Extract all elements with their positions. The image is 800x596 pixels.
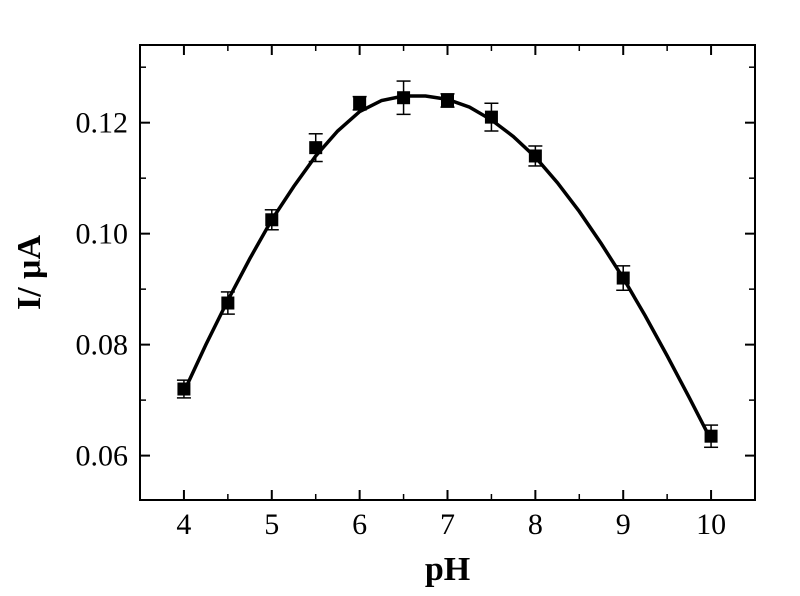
x-tick-label: 7 bbox=[440, 508, 455, 541]
y-axis-label: I/ μA bbox=[11, 235, 48, 310]
fitted-curve bbox=[184, 96, 711, 440]
data-point bbox=[705, 430, 717, 442]
data-point bbox=[310, 142, 322, 154]
x-tick-label: 9 bbox=[616, 508, 631, 541]
x-axis-label: pH bbox=[425, 551, 470, 588]
x-tick-label: 6 bbox=[352, 508, 367, 541]
data-point bbox=[398, 92, 410, 104]
x-tick-label: 5 bbox=[264, 508, 279, 541]
ph-current-chart: 4 5 6 7 8 9 10 0.06 0.08 0.10 0.12 pH I/ μA bbox=[0, 0, 800, 596]
chart-container: 4 5 6 7 8 9 10 0.06 0.08 0.10 0.12 pH I/ μA bbox=[0, 0, 800, 596]
data-point bbox=[617, 272, 629, 284]
plot-frame bbox=[140, 45, 755, 500]
y-tick-label: 0.08 bbox=[76, 329, 129, 362]
data-point bbox=[529, 150, 541, 162]
x-tick-label: 10 bbox=[696, 508, 726, 541]
data-point bbox=[442, 94, 454, 106]
data-point bbox=[222, 297, 234, 309]
x-tick-label: 4 bbox=[176, 508, 191, 541]
data-point bbox=[354, 97, 366, 109]
y-tick-label: 0.12 bbox=[76, 107, 129, 140]
y-tick-label: 0.10 bbox=[76, 218, 129, 251]
data-point bbox=[178, 383, 190, 395]
x-tick-label: 8 bbox=[528, 508, 543, 541]
y-tick-label: 0.06 bbox=[76, 440, 129, 473]
data-point bbox=[266, 214, 278, 226]
data-point bbox=[485, 111, 497, 123]
